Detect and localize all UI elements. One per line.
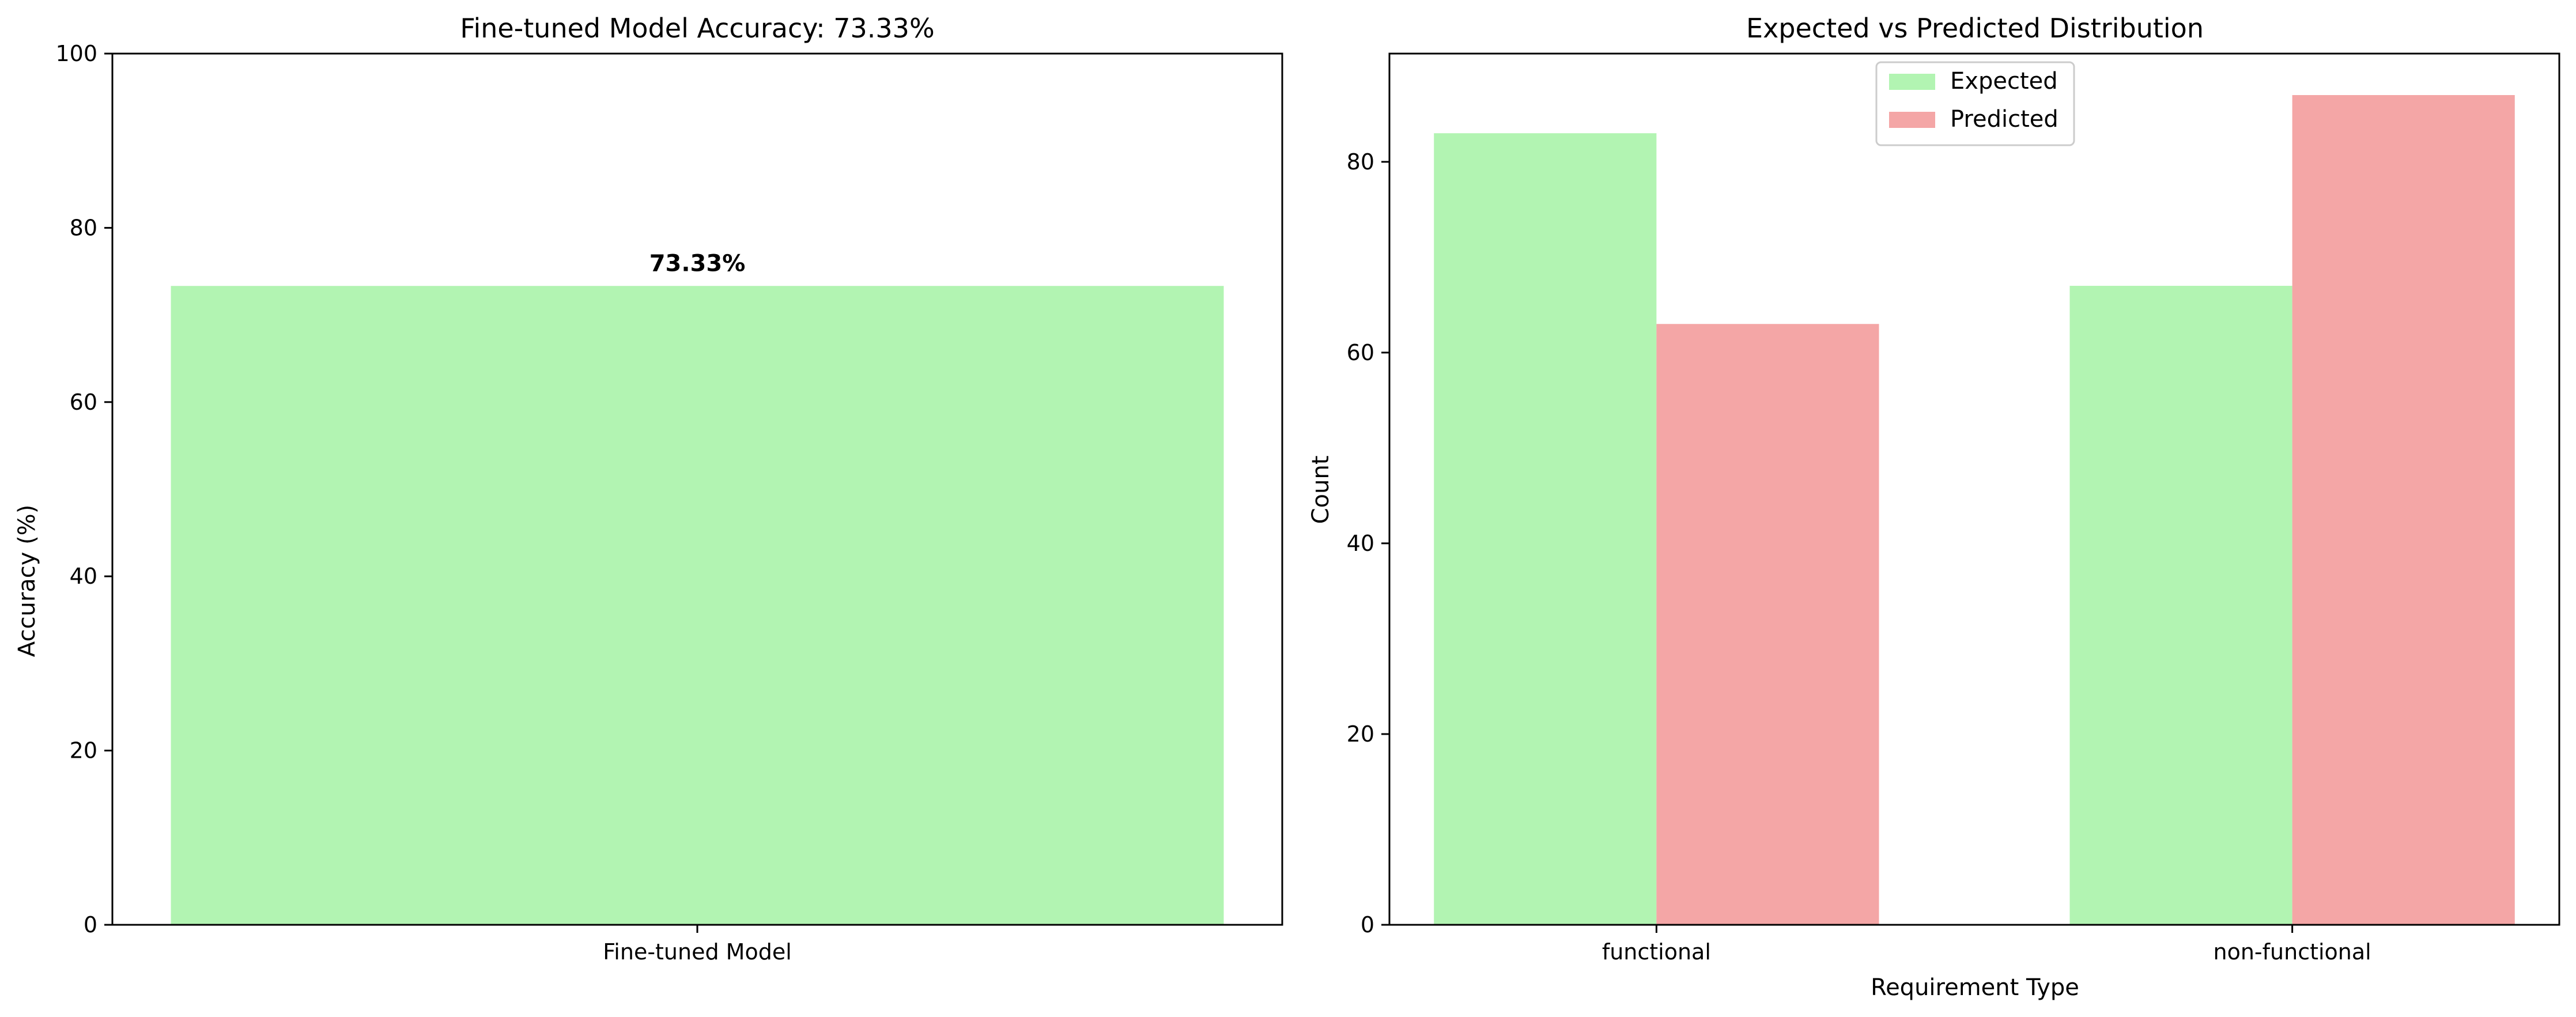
y-axis-label: Accuracy (%) (14, 505, 40, 657)
chart-title: Expected vs Predicted Distribution (1746, 13, 2204, 44)
data-label: 73.33% (649, 250, 746, 277)
legend: Expected Predicted (1875, 61, 2075, 146)
y-tick-label: 80 (70, 215, 97, 240)
y-tick-label: 20 (70, 738, 97, 763)
y-tick-label: 60 (1347, 340, 1374, 365)
y-tick-label: 40 (70, 564, 97, 589)
accuracy-chart: Fine-tuned Model Accuracy: 73.33% 73.33%… (14, 13, 1283, 965)
bar-expected (2069, 286, 2292, 925)
legend-swatch (1889, 74, 1935, 90)
bar (171, 286, 1224, 925)
x-tick-label: non-functional (2214, 939, 2371, 965)
y-tick-label: 0 (1361, 912, 1374, 937)
plot-frame (1388, 52, 2560, 926)
y-axis-label: Count (1308, 456, 1334, 524)
chart-title: Fine-tuned Model Accuracy: 73.33% (460, 13, 934, 44)
y-tick-label: 60 (70, 390, 97, 415)
bar-expected (1434, 133, 1657, 925)
x-tick-label: Fine-tuned Model (603, 939, 792, 965)
legend-label: Expected (1950, 68, 2058, 94)
legend-label: Predicted (1950, 106, 2058, 133)
bar-predicted (2292, 95, 2515, 925)
x-tick-label: functional (1602, 939, 1711, 965)
plot-frame (111, 52, 1283, 926)
y-tick-label: 20 (1347, 721, 1374, 747)
y-tick-label: 80 (1347, 149, 1374, 175)
distribution-chart: Expected vs Predicted Distribution 0 20 40… (1308, 13, 2560, 1001)
y-tick-label: 100 (55, 41, 97, 66)
bar-predicted (1656, 324, 1879, 925)
y-tick-label: 40 (1347, 531, 1374, 556)
x-axis-label: Requirement Type (1871, 974, 2079, 1001)
legend-swatch (1889, 112, 1935, 128)
y-tick-label: 0 (84, 912, 97, 937)
